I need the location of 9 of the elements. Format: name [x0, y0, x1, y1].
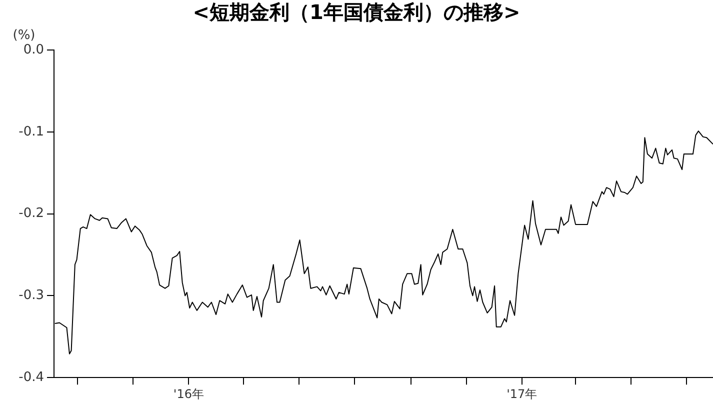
y-tick-label: 0.0: [23, 42, 44, 58]
y-axis-title: (%): [12, 28, 36, 43]
y-tick-label: -0.3: [18, 288, 44, 304]
y-tick-label: -0.1: [18, 124, 44, 140]
x-tick-label: '17年: [506, 386, 538, 401]
y-tick-label: -0.2: [18, 206, 44, 222]
y-tick-label: -0.4: [18, 370, 44, 385]
x-tick-label: '16年: [173, 386, 204, 401]
chart-title: <短期金利（1年国債金利）の推移>: [192, 0, 520, 24]
